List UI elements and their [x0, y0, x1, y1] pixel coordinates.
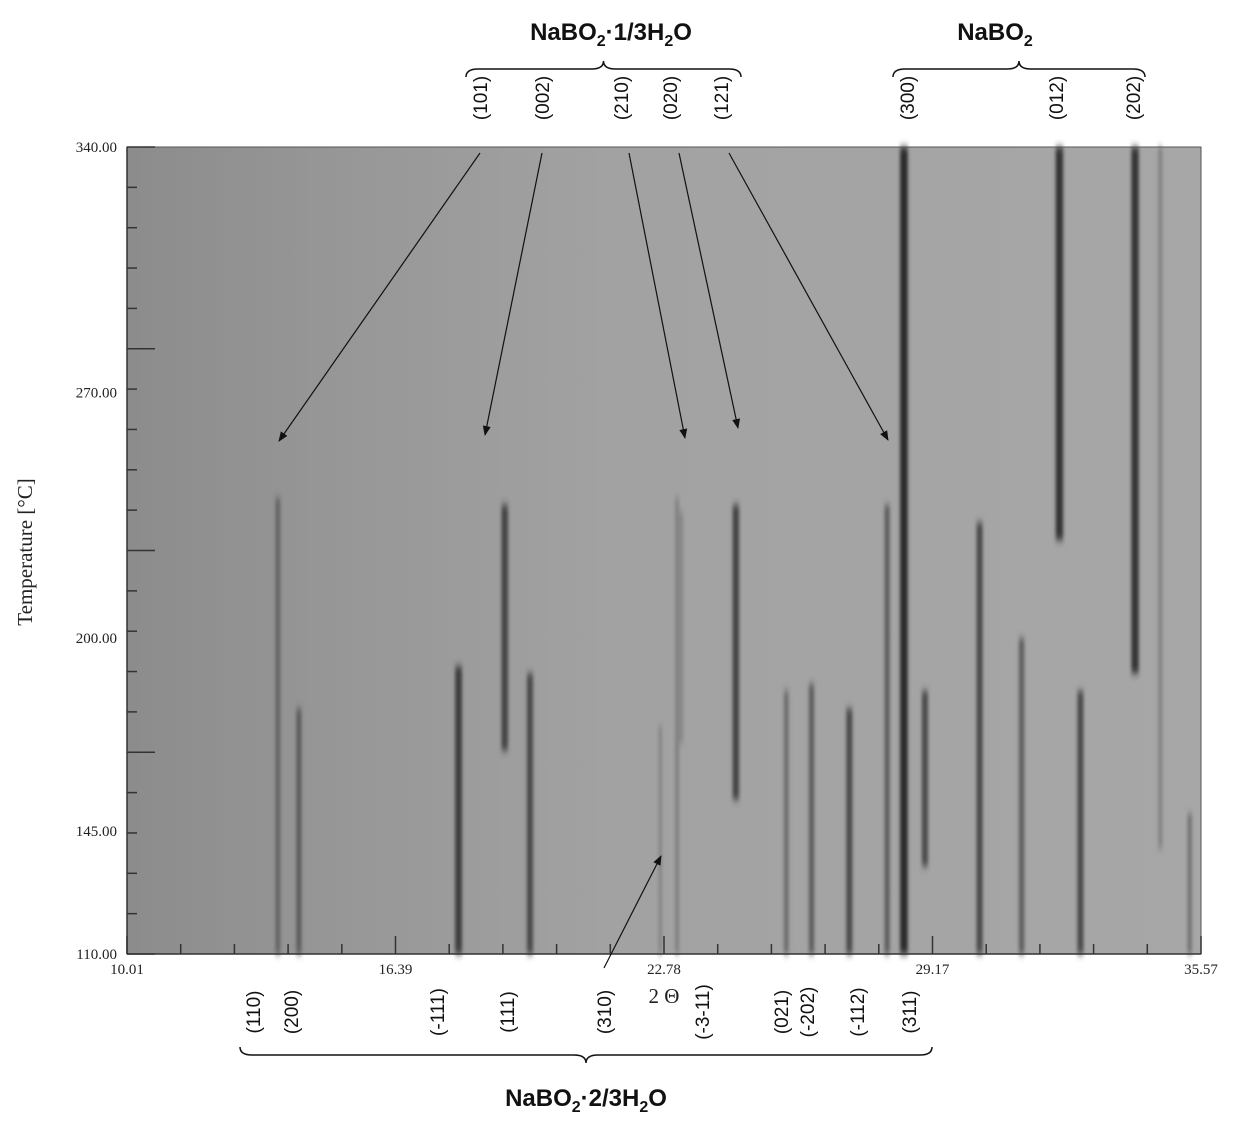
intensity-band-15	[976, 522, 983, 954]
intensity-band-2	[455, 666, 462, 954]
intensity-band-18	[1077, 690, 1084, 954]
hkl-label-NaBO213H2O-4: (121)	[712, 76, 733, 120]
hkl-label-2-3-hydrate-1: (200)	[282, 990, 303, 1034]
bracket-phase-2-3-hydrate	[239, 1046, 933, 1064]
bracket-phase-1-3-hydrate	[465, 60, 742, 78]
y-tick-label: 340.00	[76, 140, 117, 156]
intensity-band-17	[1055, 147, 1064, 540]
intensity-band-19	[1131, 147, 1139, 674]
intensity-bands	[275, 147, 1192, 954]
intensity-band-4	[526, 673, 534, 954]
intensity-band-20	[1158, 147, 1163, 849]
hkl-label-2-3-hydrate-9: (311)	[900, 991, 921, 1034]
x-tick-label: 10.01	[110, 962, 144, 978]
hkl-label-2-3-hydrate-0: (110)	[244, 991, 265, 1034]
annotations: (101) (002) (210) (020) (121) NaBO2·1/3H2O (30…	[239, 19, 1146, 1116]
hkl-label-2-3-hydrate-7: (-202)	[798, 987, 819, 1038]
arrow-1-3-hydrate-1	[482, 152, 543, 436]
y-tick-label: 200.00	[76, 631, 117, 647]
intensity-band-11	[846, 708, 853, 954]
arrow-2-3-hydrate-310	[603, 855, 662, 969]
intensity-band-9	[783, 690, 789, 954]
bracket-phase-anhydrous	[892, 60, 1146, 78]
y-tick-label: 145.00	[76, 824, 117, 840]
hkl-label-NaBO2-0: (300)	[898, 76, 919, 120]
hkl-label-NaBO2-1: (012)	[1047, 76, 1068, 120]
hkl-label-2-3-hydrate-8: (-112)	[848, 987, 869, 1036]
arrow-1-3-hydrate-4	[728, 152, 889, 441]
intensity-band-1	[296, 708, 302, 954]
plot-background	[127, 147, 1201, 954]
hkl-label-2-3-hydrate-6: (021)	[772, 990, 793, 1034]
hkl-label-NaBO213H2O-2: (210)	[612, 76, 633, 120]
phase-title-2-3-hydrate: NaBO2·2/3H2O	[505, 1085, 667, 1116]
x-tick-label: 16.39	[379, 962, 413, 978]
intensity-band-16	[1018, 638, 1025, 954]
intensity-band-5	[658, 725, 662, 954]
intensity-band-13	[900, 147, 908, 954]
hkl-label-NaBO213H2O-1: (002)	[533, 76, 554, 120]
x-tick-label: 29.17	[916, 962, 950, 978]
intensity-band-14	[921, 690, 929, 867]
x-tick-label: 35.57	[1184, 962, 1218, 978]
x-axis-title: 2 Θ	[649, 984, 680, 1008]
intensity-band-6	[679, 511, 683, 744]
arrow-1-3-hydrate-0	[278, 152, 481, 442]
intensity-band-21	[1187, 813, 1192, 954]
phase-title-1-3-hydrate: NaBO2·1/3H2O	[530, 19, 692, 50]
intensity-band-10	[808, 683, 815, 954]
intensity-band-7	[675, 497, 679, 954]
hkl-label-2-3-hydrate-4: (310)	[595, 990, 616, 1034]
hkl-label-2-3-hydrate-5: (-3-11)	[693, 984, 714, 1040]
hkl-label-2-3-hydrate-2: (-111)	[428, 988, 449, 1036]
arrow-1-3-hydrate-3	[678, 152, 741, 429]
intensity-band-12	[884, 504, 890, 954]
hkl-label-NaBO213H2O-0: (101)	[471, 76, 492, 120]
y-tick-label: 110.00	[76, 947, 117, 963]
intensity-band-3	[501, 504, 508, 751]
hkl-label-2-3-hydrate-3: (111)	[498, 991, 519, 1033]
y-tick-label: 270.00	[76, 386, 117, 402]
phase-title-anhydrous: NaBO2	[957, 19, 1033, 50]
arrow-1-3-hydrate-2	[628, 152, 688, 439]
y-axis-title: Temperature [°C]	[13, 478, 37, 625]
intensity-band-8	[732, 504, 740, 800]
x-tick-label: 22.78	[647, 962, 681, 978]
hkl-label-NaBO213H2O-3: (020)	[661, 76, 682, 120]
hkl-label-NaBO2-2: (202)	[1124, 76, 1145, 120]
intensity-band-0	[275, 497, 281, 954]
